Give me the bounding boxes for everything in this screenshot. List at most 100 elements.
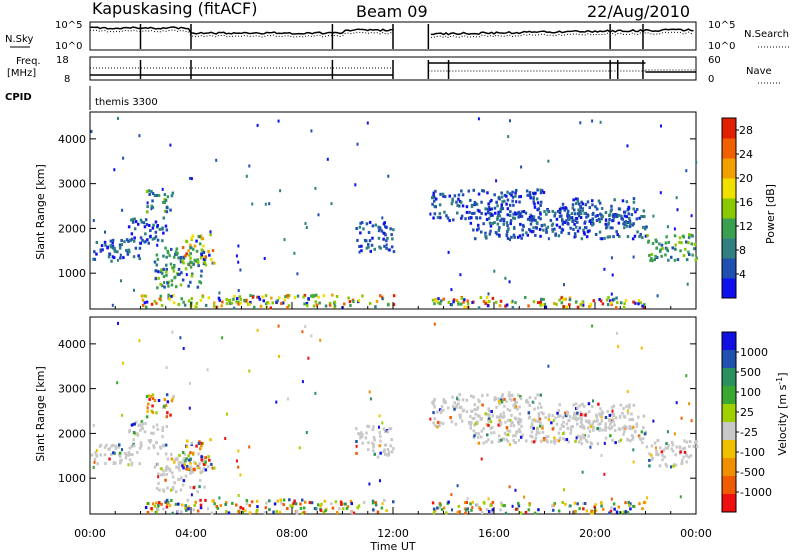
heatmap-cell bbox=[169, 413, 172, 417]
heatmap-cell bbox=[104, 462, 107, 465]
heatmap-cell bbox=[432, 402, 435, 406]
heatmap-cell bbox=[488, 221, 492, 225]
heatmap-cell bbox=[508, 203, 512, 207]
heatmap-cell bbox=[594, 509, 598, 512]
heatmap-cell bbox=[379, 451, 382, 455]
heatmap-cell bbox=[685, 374, 688, 378]
heatmap-cell bbox=[344, 502, 347, 506]
heatmap-cell bbox=[472, 300, 475, 304]
colorbar-tick-label: 28 bbox=[739, 124, 753, 137]
heatmap-cell bbox=[161, 435, 164, 439]
heatmap-cell bbox=[576, 502, 579, 506]
heatmap-cell bbox=[92, 257, 95, 261]
heatmap-cell bbox=[204, 255, 207, 259]
heatmap-cell bbox=[442, 400, 446, 404]
heatmap-cell bbox=[690, 242, 693, 246]
colorbar-segment bbox=[722, 458, 736, 477]
heatmap-cell bbox=[157, 475, 160, 479]
heatmap-cell bbox=[359, 231, 362, 235]
heatmap-cell bbox=[268, 508, 271, 512]
heatmap-cell bbox=[487, 438, 490, 442]
heatmap-cell bbox=[574, 416, 577, 420]
heatmap-cell bbox=[340, 502, 343, 506]
heatmap-cell bbox=[156, 452, 160, 456]
heatmap-cell bbox=[319, 508, 323, 512]
heatmap-cell bbox=[603, 441, 606, 445]
heatmap-cell bbox=[531, 400, 534, 404]
heatmap-cell bbox=[579, 206, 582, 209]
heatmap-cell bbox=[174, 502, 178, 506]
heatmap-cell bbox=[684, 247, 687, 251]
heatmap-cell bbox=[442, 297, 445, 301]
heatmap-cell bbox=[451, 303, 453, 307]
heatmap-cell bbox=[276, 499, 279, 503]
heatmap-cell bbox=[195, 249, 199, 253]
heatmap-cell bbox=[207, 250, 210, 254]
heatmap-cell bbox=[227, 299, 231, 303]
heatmap-cell bbox=[296, 272, 299, 276]
heatmap-cell bbox=[466, 507, 469, 511]
heatmap-cell bbox=[379, 294, 382, 298]
heatmap-cell bbox=[553, 302, 556, 305]
heatmap-cell bbox=[466, 302, 470, 306]
heatmap-cell bbox=[166, 486, 169, 490]
heatmap-cell bbox=[111, 241, 114, 245]
heatmap-cell bbox=[335, 295, 339, 298]
heatmap-cell bbox=[150, 395, 153, 398]
heatmap-cell bbox=[666, 225, 669, 229]
heatmap-cell bbox=[144, 218, 148, 222]
heatmap-cell bbox=[537, 207, 541, 211]
heatmap-cell bbox=[543, 302, 547, 306]
colorbar-segment bbox=[722, 138, 736, 159]
heatmap-cell bbox=[118, 451, 122, 455]
heatmap-cell bbox=[346, 505, 350, 509]
heatmap-cell bbox=[591, 217, 594, 221]
heatmap-cell bbox=[539, 300, 542, 304]
heatmap-cell bbox=[475, 202, 479, 206]
colorbar-segment bbox=[722, 386, 736, 405]
heatmap-cell bbox=[500, 203, 503, 207]
heatmap-cell bbox=[486, 412, 489, 416]
heatmap-cell bbox=[627, 212, 630, 216]
heatmap-cell bbox=[388, 248, 391, 252]
heatmap-cell bbox=[227, 511, 231, 515]
heatmap-cell bbox=[146, 201, 149, 205]
heatmap-cell bbox=[594, 419, 597, 423]
heatmap-cell bbox=[577, 202, 581, 206]
heatmap-cell bbox=[643, 215, 646, 219]
heatmap-cell bbox=[681, 447, 685, 451]
heatmap-cell bbox=[638, 502, 641, 506]
heatmap-cell bbox=[552, 508, 555, 512]
heatmap-cell bbox=[239, 268, 242, 272]
heatmap-cell bbox=[165, 498, 169, 502]
heatmap-cell bbox=[537, 216, 541, 220]
heatmap-cell bbox=[146, 205, 149, 209]
heatmap-cell bbox=[443, 210, 446, 214]
heatmap-cell bbox=[171, 471, 174, 475]
heatmap-cell bbox=[476, 414, 480, 418]
heatmap-cell bbox=[158, 501, 161, 505]
heatmap-cell bbox=[207, 507, 209, 511]
heatmap-cell bbox=[131, 220, 135, 224]
heatmap-cell bbox=[561, 228, 565, 232]
heatmap-cell bbox=[264, 506, 268, 510]
heatmap-cell bbox=[479, 296, 483, 299]
heatmap-cell bbox=[466, 305, 470, 309]
heatmap-cell bbox=[158, 488, 161, 492]
heatmap-cell bbox=[220, 304, 223, 308]
heatmap-cell bbox=[460, 419, 464, 423]
y-tick-label: 3000 bbox=[58, 383, 86, 396]
heatmap-cell bbox=[191, 470, 194, 474]
heatmap-cell bbox=[547, 415, 551, 419]
heatmap-cell bbox=[510, 398, 513, 402]
heatmap-cell bbox=[558, 403, 561, 407]
heatmap-cell bbox=[641, 304, 644, 308]
heatmap-cell bbox=[448, 194, 451, 198]
heatmap-cell bbox=[537, 420, 540, 423]
heatmap-cell bbox=[591, 203, 594, 207]
heatmap-cell bbox=[436, 215, 440, 219]
heatmap-cell bbox=[198, 462, 201, 465]
heatmap-cell bbox=[536, 406, 540, 410]
heatmap-cell bbox=[480, 211, 483, 215]
heatmap-cell bbox=[304, 500, 307, 504]
